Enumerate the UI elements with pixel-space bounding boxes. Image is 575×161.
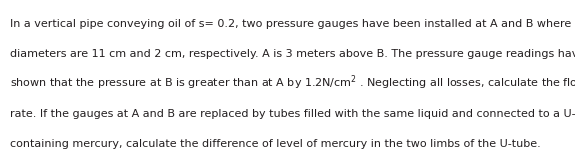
Text: shown that the pressure at B is greater than at A by 1.2N/cm$^{2}$ . Neglecting : shown that the pressure at B is greater …: [10, 74, 575, 92]
Text: In a vertical pipe conveying oil of s= 0.2, two pressure gauges have been instal: In a vertical pipe conveying oil of s= 0…: [10, 19, 575, 29]
Text: rate. If the gauges at A and B are replaced by tubes filled with the same liquid: rate. If the gauges at A and B are repla…: [10, 109, 575, 119]
Text: containing mercury, calculate the difference of level of mercury in the two limb: containing mercury, calculate the differ…: [10, 138, 541, 148]
Text: diameters are 11 cm and 2 cm, respectively. A is 3 meters above B. The pressure : diameters are 11 cm and 2 cm, respective…: [10, 49, 575, 59]
